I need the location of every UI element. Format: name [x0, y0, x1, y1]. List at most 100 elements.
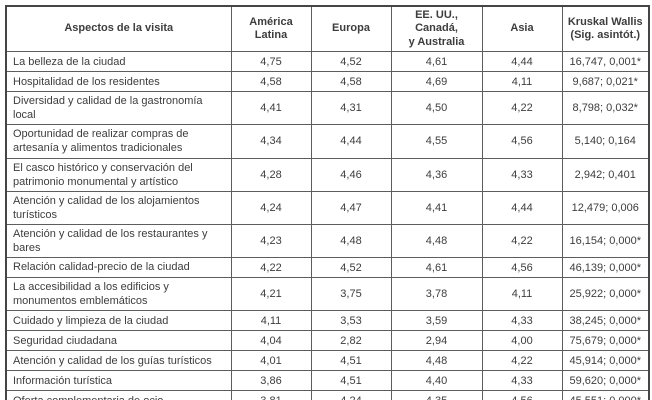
value-cell: 4,34 — [230, 124, 312, 159]
value-cell: 4,22 — [481, 350, 563, 372]
kruskal-wallis-cell: 75,679; 0,000* — [561, 330, 650, 352]
table-row: Oportunidad de realizar compras de artes… — [5, 124, 650, 159]
value-cell: 4,51 — [310, 370, 392, 392]
value-cell: 4,47 — [310, 190, 392, 225]
kruskal-wallis-cell: 25,922; 0,000* — [561, 276, 650, 312]
value-cell: 4,52 — [310, 51, 392, 73]
value-cell: 4,48 — [310, 223, 392, 259]
value-cell: 4,11 — [230, 310, 312, 332]
aspect-cell: Relación calidad-precio de la ciudad — [5, 257, 232, 278]
table-header: Aspectos de la visita América Latina Eur… — [5, 5, 650, 53]
kruskal-wallis-cell: 12,479; 0,006 — [561, 190, 650, 225]
table-row: Atención y calidad de los guías turístic… — [5, 350, 650, 372]
value-cell: 3,75 — [310, 276, 392, 312]
column-header-europa: Europa — [310, 5, 392, 53]
table-row: Seguridad ciudadana 4,04 2,82 2,94 4,00 … — [5, 330, 650, 352]
aspect-cell: Seguridad ciudadana — [5, 330, 232, 352]
value-cell: 4,61 — [390, 51, 483, 73]
aspect-cell: Información turística — [5, 370, 232, 392]
value-cell: 4,21 — [230, 276, 312, 312]
column-header-kruskal-wallis: Kruskal Wallis (Sig. asintót.) — [561, 5, 650, 53]
kruskal-wallis-cell: 16,747, 0,001* — [561, 51, 650, 73]
value-cell: 3,86 — [230, 370, 312, 392]
kruskal-wallis-cell: 45,914; 0,000* — [561, 350, 650, 372]
header-row: Aspectos de la visita América Latina Eur… — [5, 5, 650, 53]
table-row: Atención y calidad de los alojamientos t… — [5, 190, 650, 225]
column-header-eeuu-canada-australia: EE. UU., Canadá, y Australia — [390, 5, 483, 53]
value-cell: 4,44 — [481, 51, 563, 73]
value-cell: 3,53 — [310, 310, 392, 332]
value-cell: 4,01 — [230, 350, 312, 372]
value-cell: 4,33 — [481, 157, 563, 192]
aspect-cell: Oferta complementaria de ocio — [5, 390, 232, 400]
aspect-cell: El casco histórico y conservación del pa… — [5, 157, 232, 192]
aspect-cell: Atención y calidad de los alojamientos t… — [5, 190, 232, 225]
kruskal-wallis-cell: 59,620; 0,000* — [561, 370, 650, 392]
value-cell: 4,48 — [390, 223, 483, 259]
value-cell: 4,55 — [390, 124, 483, 159]
table-row: Oferta complementaria de ocio 3,81 4,24 … — [5, 390, 650, 400]
value-cell: 4,36 — [390, 157, 483, 192]
aspect-cell: Atención y calidad de los guías turístic… — [5, 350, 232, 372]
value-cell: 2,94 — [390, 330, 483, 352]
value-cell: 4,61 — [390, 257, 483, 278]
value-cell: 4,22 — [481, 91, 563, 126]
kruskal-wallis-cell: 46,139; 0,000* — [561, 257, 650, 278]
table-row: Hospitalidad de los residentes 4,58 4,58… — [5, 71, 650, 93]
value-cell: 4,46 — [310, 157, 392, 192]
value-cell: 4,33 — [481, 370, 563, 392]
table-row: Relación calidad-precio de la ciudad 4,2… — [5, 257, 650, 278]
value-cell: 2,82 — [310, 330, 392, 352]
value-cell: 4,75 — [230, 51, 312, 73]
value-cell: 4,35 — [390, 390, 483, 400]
column-header-asia: Asia — [481, 5, 563, 53]
value-cell: 4,40 — [390, 370, 483, 392]
aspect-cell: Cuidado y limpieza de la ciudad — [5, 310, 232, 332]
value-cell: 4,41 — [230, 91, 312, 126]
value-cell: 4,04 — [230, 330, 312, 352]
kruskal-wallis-cell: 45,551; 0,000* — [561, 390, 650, 400]
value-cell: 4,31 — [310, 91, 392, 126]
aspects-kruskal-wallis-table: Aspectos de la visita América Latina Eur… — [5, 5, 650, 400]
value-cell: 4,52 — [310, 257, 392, 278]
value-cell: 3,78 — [390, 276, 483, 312]
value-cell: 4,56 — [481, 257, 563, 278]
value-cell: 4,23 — [230, 223, 312, 259]
value-cell: 4,22 — [230, 257, 312, 278]
table-row: La accesibilidad a los edificios y monum… — [5, 276, 650, 312]
kruskal-wallis-cell: 5,140; 0,164 — [561, 124, 650, 159]
kruskal-wallis-cell: 38,245; 0,000* — [561, 310, 650, 332]
value-cell: 4,33 — [481, 310, 563, 332]
aspect-cell: La belleza de la ciudad — [5, 51, 232, 73]
column-header-aspectos: Aspectos de la visita — [5, 5, 232, 53]
value-cell: 4,69 — [390, 71, 483, 93]
value-cell: 4,11 — [481, 276, 563, 312]
kruskal-wallis-cell: 9,687; 0,021* — [561, 71, 650, 93]
value-cell: 4,24 — [230, 190, 312, 225]
table-row: La belleza de la ciudad 4,75 4,52 4,61 4… — [5, 51, 650, 73]
kruskal-wallis-cell: 8,798; 0,032* — [561, 91, 650, 126]
value-cell: 4,51 — [310, 350, 392, 372]
value-cell: 4,50 — [390, 91, 483, 126]
value-cell: 4,24 — [310, 390, 392, 400]
value-cell: 4,22 — [481, 223, 563, 259]
value-cell: 3,81 — [230, 390, 312, 400]
value-cell: 4,44 — [310, 124, 392, 159]
value-cell: 4,58 — [230, 71, 312, 93]
table-row: Cuidado y limpieza de la ciudad 4,11 3,5… — [5, 310, 650, 332]
value-cell: 4,56 — [481, 390, 563, 400]
kruskal-wallis-cell: 2,942; 0,401 — [561, 157, 650, 192]
value-cell: 4,00 — [481, 330, 563, 352]
column-header-america-latina: América Latina — [230, 5, 312, 53]
table-body: La belleza de la ciudad 4,75 4,52 4,61 4… — [5, 51, 650, 400]
value-cell: 4,41 — [390, 190, 483, 225]
value-cell: 3,59 — [390, 310, 483, 332]
table-row: Información turística 3,86 4,51 4,40 4,3… — [5, 370, 650, 392]
value-cell: 4,28 — [230, 157, 312, 192]
aspect-cell: Oportunidad de realizar compras de artes… — [5, 124, 232, 159]
kruskal-wallis-cell: 16,154; 0,000* — [561, 223, 650, 259]
value-cell: 4,44 — [481, 190, 563, 225]
aspect-cell: Atención y calidad de los restaurantes y… — [5, 223, 232, 259]
table-row: El casco histórico y conservación del pa… — [5, 157, 650, 192]
